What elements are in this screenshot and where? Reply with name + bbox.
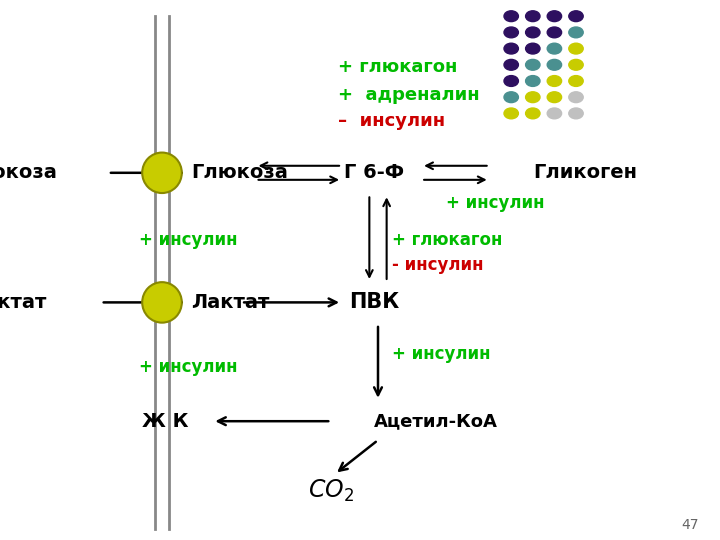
Circle shape xyxy=(547,76,562,86)
Text: Ацетил-КоА: Ацетил-КоА xyxy=(374,412,498,430)
Circle shape xyxy=(547,11,562,22)
Text: Лактат: Лактат xyxy=(191,293,269,312)
Text: Глюкоза: Глюкоза xyxy=(191,163,288,183)
Text: + инсулин: + инсулин xyxy=(139,231,238,249)
Circle shape xyxy=(526,92,540,103)
Circle shape xyxy=(547,43,562,54)
Text: + инсулин: + инсулин xyxy=(139,358,238,376)
Ellipse shape xyxy=(142,152,181,193)
Text: Глюкоза: Глюкоза xyxy=(0,163,58,183)
Text: + глюкагон: + глюкагон xyxy=(392,231,503,249)
Circle shape xyxy=(569,11,583,22)
Circle shape xyxy=(526,11,540,22)
Text: 47: 47 xyxy=(681,518,698,532)
Circle shape xyxy=(526,43,540,54)
Text: Гликоген: Гликоген xyxy=(533,163,636,183)
Text: Лактат: Лактат xyxy=(0,293,47,312)
Text: + инсулин: + инсулин xyxy=(392,345,491,363)
Circle shape xyxy=(526,59,540,70)
Text: –  инсулин: – инсулин xyxy=(338,112,446,131)
Circle shape xyxy=(504,92,518,103)
Circle shape xyxy=(547,108,562,119)
Text: + инсулин: + инсулин xyxy=(446,193,545,212)
Text: $CO_2$: $CO_2$ xyxy=(308,478,354,504)
Circle shape xyxy=(526,27,540,38)
Circle shape xyxy=(569,92,583,103)
Circle shape xyxy=(526,108,540,119)
Circle shape xyxy=(569,59,583,70)
Circle shape xyxy=(569,108,583,119)
Circle shape xyxy=(504,43,518,54)
Circle shape xyxy=(504,108,518,119)
Circle shape xyxy=(504,27,518,38)
Text: Г 6-Ф: Г 6-Ф xyxy=(344,163,405,183)
Circle shape xyxy=(547,59,562,70)
Circle shape xyxy=(504,59,518,70)
Circle shape xyxy=(504,76,518,86)
Circle shape xyxy=(569,76,583,86)
Text: ПВК: ПВК xyxy=(349,292,400,313)
Circle shape xyxy=(569,27,583,38)
Circle shape xyxy=(547,27,562,38)
Text: +  адреналин: + адреналин xyxy=(338,85,480,104)
Text: - инсулин: - инсулин xyxy=(392,255,484,274)
Circle shape xyxy=(504,11,518,22)
Text: Ж К: Ж К xyxy=(143,411,189,431)
Circle shape xyxy=(569,43,583,54)
Text: + глюкагон: + глюкагон xyxy=(338,58,458,77)
Circle shape xyxy=(526,76,540,86)
Circle shape xyxy=(547,92,562,103)
Ellipse shape xyxy=(142,282,181,322)
